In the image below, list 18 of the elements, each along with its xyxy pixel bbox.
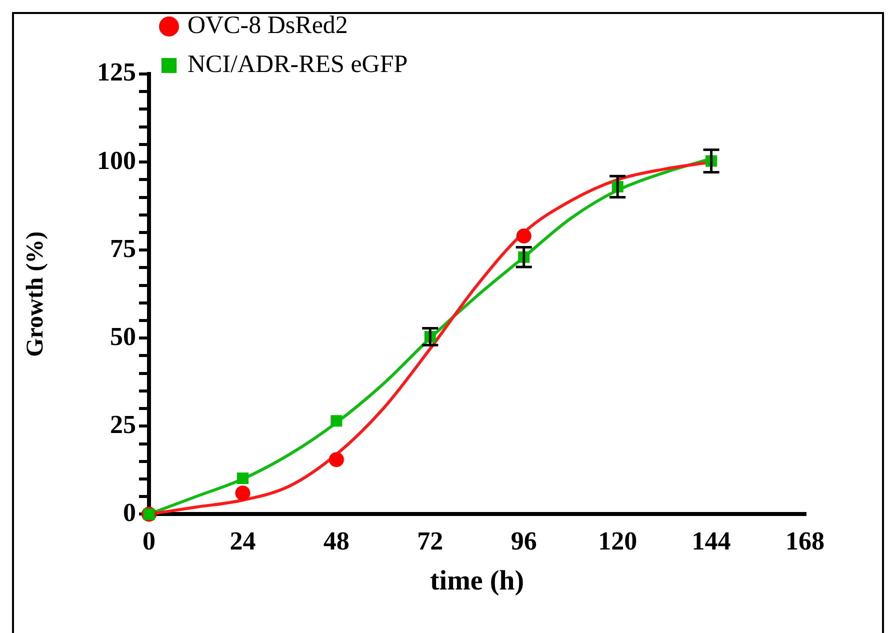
- x-tick-label: 24: [230, 526, 256, 556]
- x-tick-label: 120: [598, 526, 638, 556]
- y-tick-label: 100: [97, 146, 136, 175]
- x-tick-label: 168: [786, 526, 824, 556]
- y-tick-label: 50: [110, 322, 136, 351]
- y-axis-title: Growth (%): [22, 231, 49, 357]
- x-tick-label: 96: [510, 526, 537, 556]
- y-tick-label: 75: [110, 234, 136, 263]
- y-tick-label: 125: [97, 58, 136, 87]
- x-tick-label: 144: [692, 526, 731, 556]
- y-tick-label: 25: [110, 410, 136, 439]
- x-tick-label: 0: [142, 526, 156, 556]
- x-axis-title: time (h): [430, 565, 524, 596]
- legend-label: OVC-8 DsRed2: [188, 12, 348, 40]
- x-tick-label: 72: [417, 526, 444, 556]
- x-tick-label: 48: [323, 526, 350, 556]
- y-tick-label: 0: [123, 498, 136, 527]
- legend-label: NCI/ADR-RES eGFP: [188, 51, 408, 78]
